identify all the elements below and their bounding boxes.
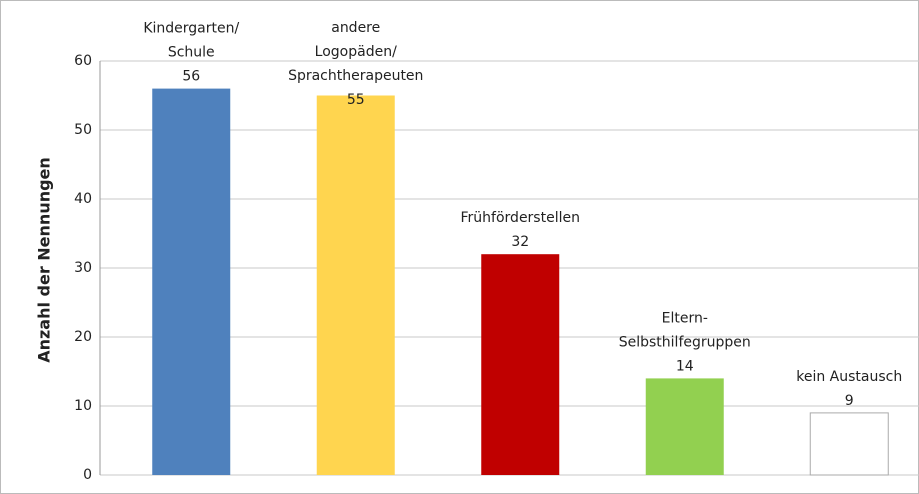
category-label: Eltern- [662, 310, 708, 326]
category-label: Selbsthilfegruppen [619, 334, 751, 350]
y-tick-label: 0 [83, 467, 92, 483]
bar [645, 378, 724, 475]
y-tick-label: 30 [74, 260, 92, 276]
category-label: Schule [168, 45, 215, 61]
value-label: 56 [182, 69, 200, 85]
bar [152, 88, 231, 475]
bar [316, 95, 395, 475]
y-axis-label: Anzahl der Nennungen [35, 157, 54, 363]
bar [809, 412, 889, 476]
category-label: Frühförderstellen [461, 210, 580, 226]
y-tick-label: 60 [74, 53, 92, 69]
category-label: Kindergarten/ [143, 21, 239, 37]
y-tick-label: 10 [74, 398, 92, 414]
category-label: Logopäden/ [315, 44, 397, 60]
y-tick-label: 40 [74, 191, 92, 207]
bar [481, 254, 560, 475]
value-label: 55 [347, 92, 365, 108]
category-label: Sprachtherapeuten [288, 68, 423, 84]
value-label: 9 [845, 393, 854, 409]
category-label: andere [331, 20, 380, 36]
y-tick-label: 50 [74, 122, 92, 138]
value-label: 32 [511, 234, 529, 250]
category-label: kein Austausch [796, 369, 902, 385]
y-tick-label: 20 [74, 329, 92, 345]
value-label: 14 [676, 358, 694, 374]
